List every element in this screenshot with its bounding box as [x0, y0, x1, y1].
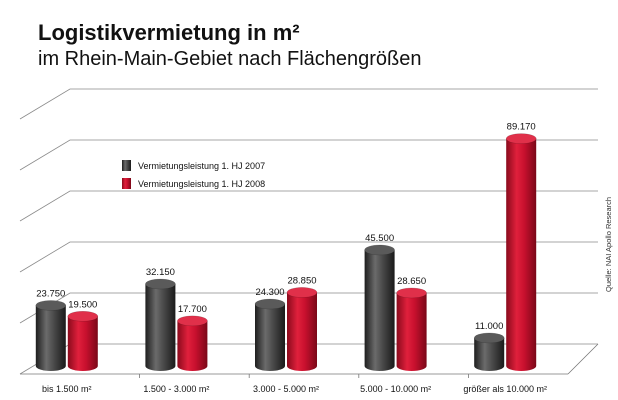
x-tick-label: bis 1.500 m² — [42, 384, 92, 394]
x-tick-label: größer als 10.000 m² — [463, 384, 547, 394]
bar-2008 — [396, 287, 427, 372]
legend-swatch — [122, 178, 131, 189]
bar-2008 — [286, 287, 318, 371]
chart-title: Logistikvermietung in m² — [38, 20, 300, 45]
bar-2007 — [254, 298, 286, 371]
x-tick-label: 1.500 - 3.000 m² — [143, 384, 209, 394]
label-2007: 32.150 — [146, 267, 175, 278]
label-2008: 19.500 — [68, 299, 97, 310]
label-2007: 24.300 — [255, 287, 284, 298]
label-2007: 11.000 — [475, 321, 503, 332]
legend-swatch — [122, 160, 131, 171]
bars-layer — [35, 133, 537, 372]
bar-2007 — [35, 300, 67, 372]
bar-2007 — [364, 244, 395, 372]
legend-label: Vermietungsleistung 1. HJ 2008 — [138, 179, 265, 189]
bar-2007 — [145, 278, 176, 372]
x-tick-label: 5.000 - 10.000 m² — [360, 384, 431, 394]
bar-2008 — [505, 133, 537, 372]
label-2008: 28.650 — [397, 276, 426, 287]
bar-2008 — [67, 311, 99, 372]
source-note: Quelle: NAI Apollo Research — [604, 196, 613, 292]
x-tick-label: 3.000 - 5.000 m² — [253, 384, 319, 394]
label-2007: 45.500 — [365, 233, 394, 244]
bar-2007 — [473, 332, 505, 371]
legend-entry: Vermietungsleistung 1. HJ 2007 — [122, 160, 265, 171]
legend-label: Vermietungsleistung 1. HJ 2007 — [138, 161, 265, 171]
chart-subtitle: im Rhein-Main-Gebiet nach Flächengrößen — [38, 48, 422, 70]
label-2008: 17.700 — [178, 304, 207, 315]
label-2008: 89.170 — [507, 122, 536, 133]
grid-line — [19, 190, 598, 222]
bar-2008 — [177, 315, 208, 372]
legend: Vermietungsleistung 1. HJ 2007 Vermietung… — [122, 160, 265, 189]
grid-line — [19, 241, 598, 273]
label-2007: 23.750 — [36, 288, 65, 299]
legend-entry: Vermietungsleistung 1. HJ 2008 — [122, 178, 265, 189]
grid-line — [19, 139, 598, 171]
grid-line — [19, 88, 598, 120]
label-2008: 28.850 — [287, 275, 316, 286]
floor-edge — [567, 343, 599, 375]
